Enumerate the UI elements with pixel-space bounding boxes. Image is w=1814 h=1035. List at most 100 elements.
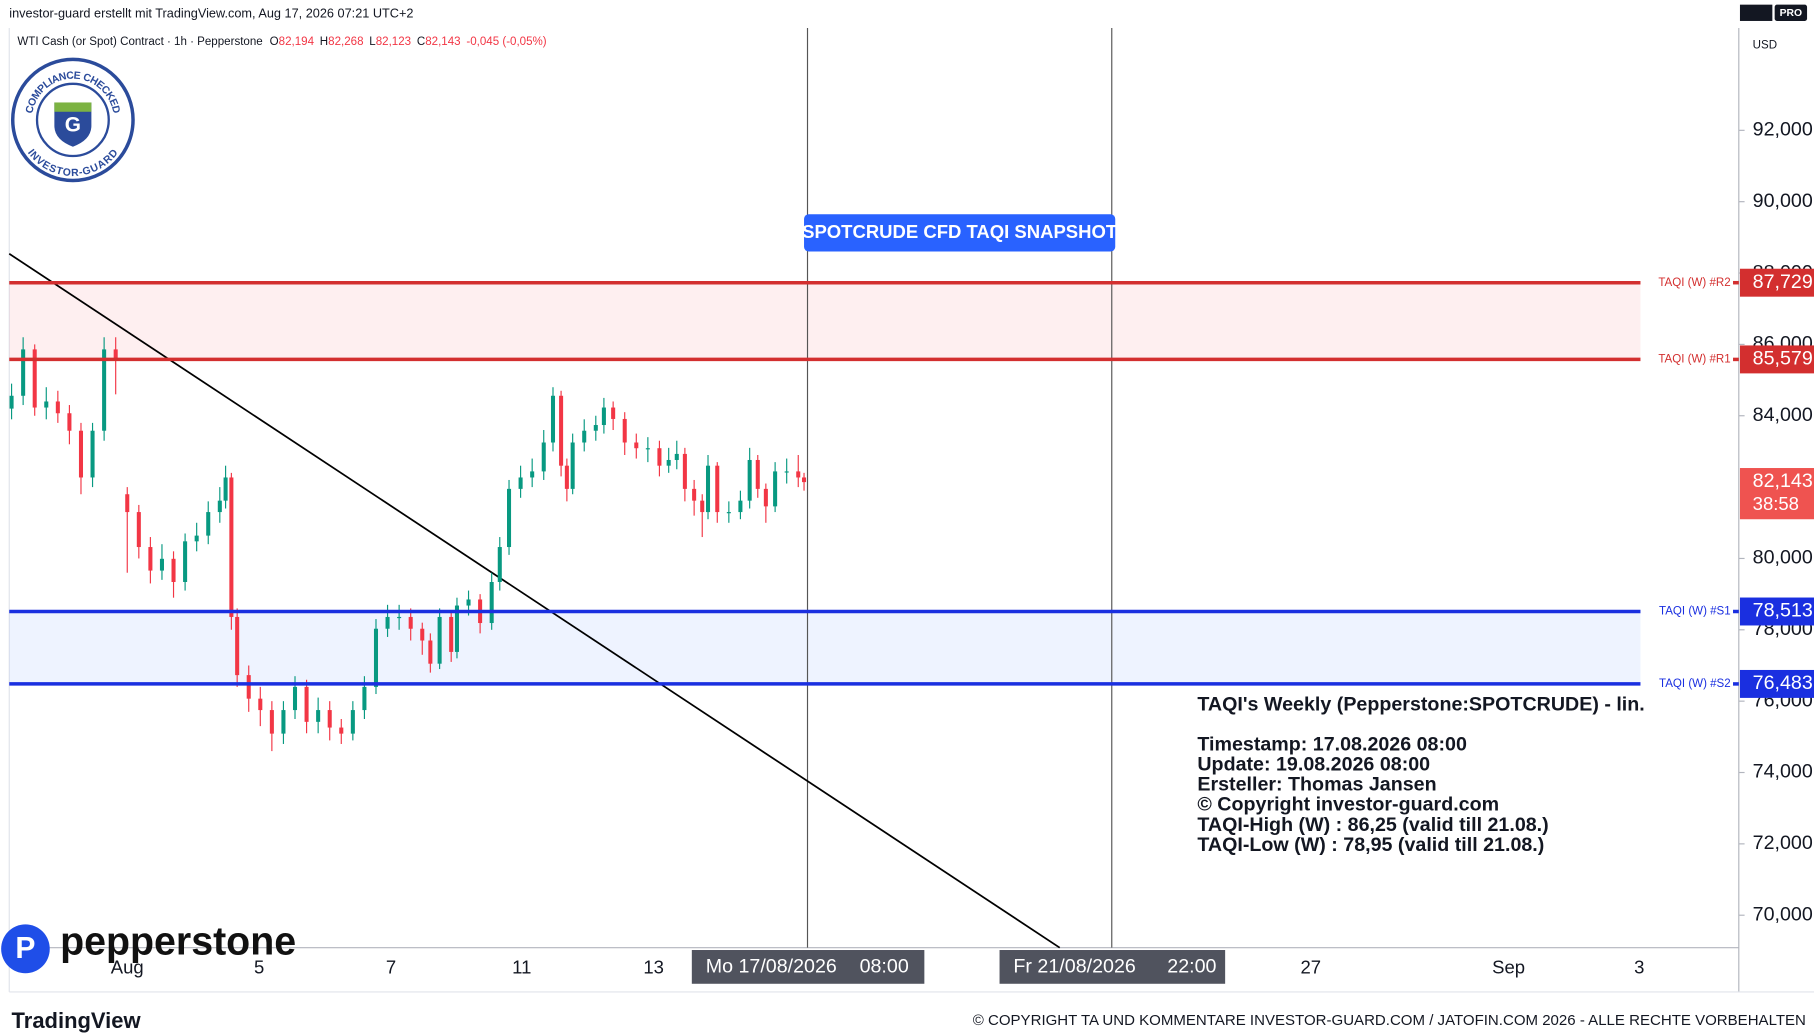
level-name: TAQI (W) #S2	[1659, 677, 1731, 690]
y-tick-label: 72,000	[1753, 832, 1813, 854]
candle-body	[657, 448, 662, 466]
broker-logo: pepperstone	[60, 920, 296, 964]
candle-body	[235, 616, 240, 676]
level-price-box	[1739, 268, 1814, 297]
level-price-box	[1739, 669, 1814, 698]
level-price-label: 87,729	[1753, 271, 1813, 293]
legend-change: -0,045 (-0,05%)	[466, 35, 546, 48]
footer-copyright: © COPYRIGHT TA UND KOMMENTARE INVESTOR-G…	[973, 1012, 1806, 1029]
candle-body	[9, 395, 14, 409]
trend-line	[8, 253, 1061, 949]
candle-body	[726, 512, 731, 514]
candle-body	[611, 407, 616, 419]
candle-body	[373, 628, 379, 687]
legend-symbol: WTI Cash (or Spot) Contract · 1h · Peppe…	[17, 35, 262, 48]
candle-body	[316, 710, 321, 722]
candle-body	[518, 477, 523, 489]
candle-body	[194, 535, 199, 542]
candle-body	[113, 349, 118, 361]
x-tick-label: 11	[512, 957, 531, 978]
snapshot-box	[804, 214, 1116, 252]
candle-body	[582, 430, 587, 443]
current-price-label: 82,143	[1753, 470, 1813, 492]
current-price-box	[1739, 468, 1814, 520]
candle-body	[350, 710, 355, 734]
legend-h: H	[320, 35, 328, 48]
currency: USD	[1753, 38, 1777, 51]
candle-body	[601, 407, 606, 426]
candle-body	[78, 430, 84, 478]
x-tick-label: 13	[643, 957, 664, 978]
badge: G COMPLIANCE CHECKED INVESTOR-GUARD	[10, 57, 135, 183]
level-price-box	[1739, 597, 1814, 626]
badge-letter: G	[65, 113, 81, 136]
candle-body	[682, 453, 687, 489]
candle-body	[700, 500, 705, 513]
candle-body	[246, 675, 251, 699]
candle-body	[763, 488, 768, 507]
candle-body	[90, 430, 95, 478]
candle-body	[183, 541, 188, 582]
candle-body	[292, 686, 298, 711]
candle-body	[738, 500, 743, 513]
candle-body	[385, 616, 390, 629]
candle-body	[550, 395, 556, 443]
candle-body	[497, 547, 502, 582]
candle-body	[125, 494, 130, 513]
candle-body	[102, 349, 107, 431]
info-line: TAQI-High (W) : 86,25 (valid till 21.08.…	[1197, 814, 1548, 836]
legend-c: C	[417, 35, 425, 48]
candle-body	[437, 616, 442, 664]
legend-o: O	[270, 35, 279, 48]
candle-body	[705, 465, 711, 513]
pro-text: PRO	[1780, 8, 1803, 19]
info-line: Update: 19.08.2026 08:00	[1197, 753, 1430, 775]
tv-logo-mark	[1739, 4, 1773, 21]
candle-body	[206, 512, 211, 536]
candle-body	[489, 581, 494, 624]
legend-l: L	[369, 35, 376, 48]
candle-body	[622, 418, 627, 443]
badge-shield-top	[54, 102, 92, 112]
y-tick-label: 92,000	[1753, 118, 1813, 140]
candle-body	[304, 686, 309, 722]
info-line: TAQI-Low (W) : 78,95 (valid till 21.08.)	[1197, 834, 1544, 856]
candle-body	[281, 710, 286, 734]
candle-body	[362, 686, 367, 711]
candle-body	[570, 442, 575, 489]
level-price-label: 85,579	[1753, 348, 1813, 370]
candle-body	[796, 471, 801, 478]
candle-body	[408, 616, 413, 629]
candle-body	[397, 616, 402, 619]
zone	[9, 611, 1641, 684]
x-tick-label: 7	[386, 957, 396, 978]
pro-badge	[1774, 4, 1808, 21]
level-name: TAQI (W) #S1	[1659, 605, 1731, 618]
y-tick-label: 90,000	[1753, 190, 1813, 212]
snapshot-label: SPOTCRUDE CFD TAQI SNAPSHOT	[802, 221, 1118, 242]
time-highlight-date: Mo 17/08/2026	[706, 956, 837, 978]
x-tick-label: 5	[254, 957, 264, 978]
candle-body	[692, 488, 697, 501]
plot: 70,00072,00074,00076,00078,00080,00084,0…	[8, 27, 1813, 978]
info-line: Timestamp: 17.08.2026 08:00	[1197, 733, 1467, 755]
candle-body	[559, 395, 564, 466]
candle-body	[564, 465, 569, 489]
pepperstone-icon-p: P	[15, 932, 35, 965]
x-tick-label: Aug	[111, 957, 144, 978]
candle-body	[159, 558, 164, 571]
footer: P pepperstone TradingView © COPYRIGHT TA…	[1, 920, 1806, 1033]
candle-body	[666, 459, 671, 466]
y-tick-label: 70,000	[1753, 903, 1813, 925]
x-tick-label: 3	[1634, 957, 1644, 978]
legend: WTI Cash (or Spot) Contract · 1h · Peppe…	[17, 35, 546, 48]
candle-body	[466, 599, 471, 606]
candle-body	[21, 349, 26, 396]
candle-body	[258, 698, 263, 711]
candle-body	[747, 459, 752, 501]
candle-body	[217, 500, 222, 513]
